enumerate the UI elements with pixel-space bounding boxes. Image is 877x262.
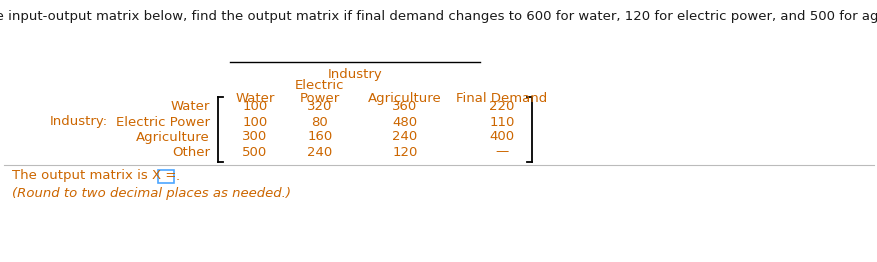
Text: 320: 320 [307, 101, 332, 113]
Text: 100: 100 [242, 101, 267, 113]
Text: 480: 480 [392, 116, 417, 128]
Text: 120: 120 [392, 145, 417, 159]
Text: (Round to two decimal places as needed.): (Round to two decimal places as needed.) [12, 188, 290, 200]
Text: 360: 360 [392, 101, 417, 113]
Text: Other: Other [172, 145, 210, 159]
Text: The output matrix is X =: The output matrix is X = [12, 170, 176, 183]
Bar [158, 170, 174, 183]
Text: Agriculture: Agriculture [367, 92, 441, 105]
Text: 220: 220 [488, 101, 514, 113]
Text: 240: 240 [307, 145, 332, 159]
Text: Power: Power [300, 92, 339, 105]
Text: Water: Water [235, 92, 275, 105]
Text: 80: 80 [311, 116, 328, 128]
Text: 240: 240 [392, 130, 417, 144]
Text: Water: Water [170, 101, 210, 113]
Text: Electric Power: Electric Power [116, 116, 210, 128]
Text: 500: 500 [242, 145, 267, 159]
Text: 100: 100 [242, 116, 267, 128]
Text: —: — [495, 145, 508, 159]
Text: 110: 110 [488, 116, 514, 128]
Text: Final Demand: Final Demand [456, 92, 547, 105]
Text: Electric: Electric [295, 79, 345, 92]
Text: 160: 160 [307, 130, 332, 144]
Text: 300: 300 [242, 130, 267, 144]
Text: Given the input-output matrix below, find the output matrix if final demand chan: Given the input-output matrix below, fin… [0, 10, 877, 23]
Text: Industry: Industry [327, 68, 382, 81]
Text: 400: 400 [488, 130, 514, 144]
Text: Industry:: Industry: [50, 116, 108, 128]
Text: Agriculture: Agriculture [136, 130, 210, 144]
Text: .: . [175, 170, 180, 183]
